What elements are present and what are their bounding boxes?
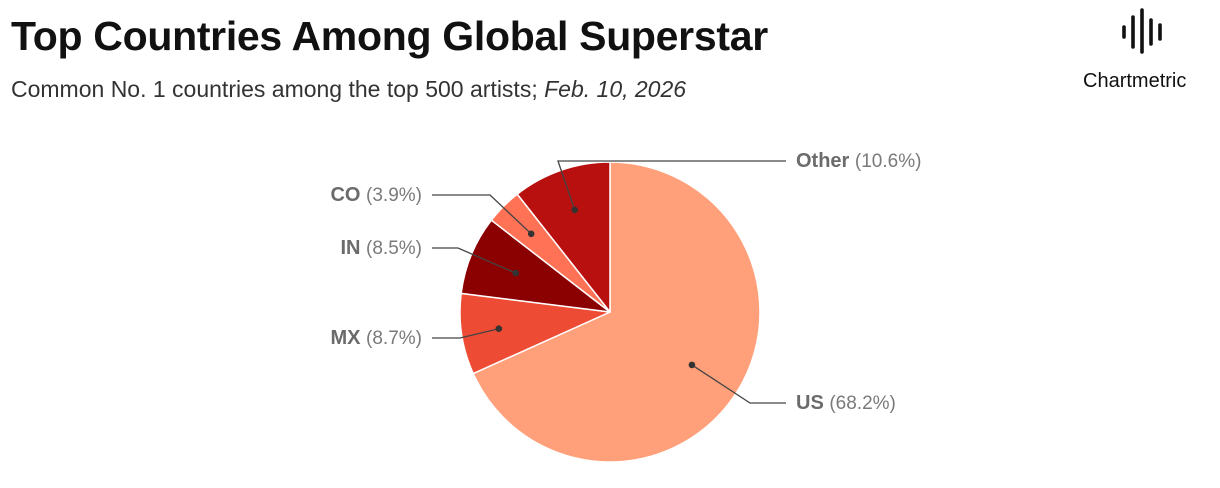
slice-label-mx: MX (8.7%) xyxy=(330,327,422,349)
leader-dot-mx xyxy=(495,325,503,333)
leader-dot-co xyxy=(527,230,535,238)
slice-label-name: Other xyxy=(796,150,855,172)
leader-line-other xyxy=(557,160,786,211)
slice-label-percent: (10.6%) xyxy=(855,151,922,172)
slice-label-us: US (68.2%) xyxy=(796,392,896,414)
slice-label-name: IN xyxy=(340,237,366,259)
leader-dot-in xyxy=(512,269,519,277)
slice-label-percent: (3.9%) xyxy=(366,185,422,206)
chart-title: Top Countries Among Global Superstar xyxy=(11,13,768,59)
chart-subtitle: Common No. 1 countries among the top 500… xyxy=(11,74,686,104)
leader-line-us xyxy=(691,364,786,404)
slice-label-in: IN (8.5%) xyxy=(340,237,422,259)
subtitle-date: Feb. 10, 2026 xyxy=(544,76,687,102)
subtitle-text: Common No. 1 countries among the top 500… xyxy=(11,76,545,102)
chartmetric-logo: Chartmetric xyxy=(1082,8,1212,98)
pie-annotations: US (68.2%) MX (8.7%) IN (8.5%) CO (3.9%) Oth… xyxy=(330,150,921,414)
slice-label-name: MX xyxy=(330,327,366,349)
slice-label-percent: (68.2%) xyxy=(829,393,896,414)
slice-label-name: CO xyxy=(330,184,366,206)
pie-slices xyxy=(459,161,761,463)
leader-dot-us xyxy=(688,361,696,369)
slice-label-name: US xyxy=(796,392,829,414)
leader-line-mx xyxy=(432,328,499,339)
soundwave-bars-icon xyxy=(1122,8,1162,54)
leader-dot-other xyxy=(571,206,578,214)
slice-label-percent: (8.7%) xyxy=(366,328,422,349)
slice-label-co: CO (3.9%) xyxy=(330,184,422,206)
slice-label-percent: (8.5%) xyxy=(366,238,422,259)
leader-line-in xyxy=(432,247,516,274)
slice-label-other: Other (10.6%) xyxy=(796,150,921,172)
brand-name: Chartmetric xyxy=(1083,70,1187,92)
leader-line-co xyxy=(432,194,532,235)
pie-slice-mx xyxy=(459,292,611,375)
